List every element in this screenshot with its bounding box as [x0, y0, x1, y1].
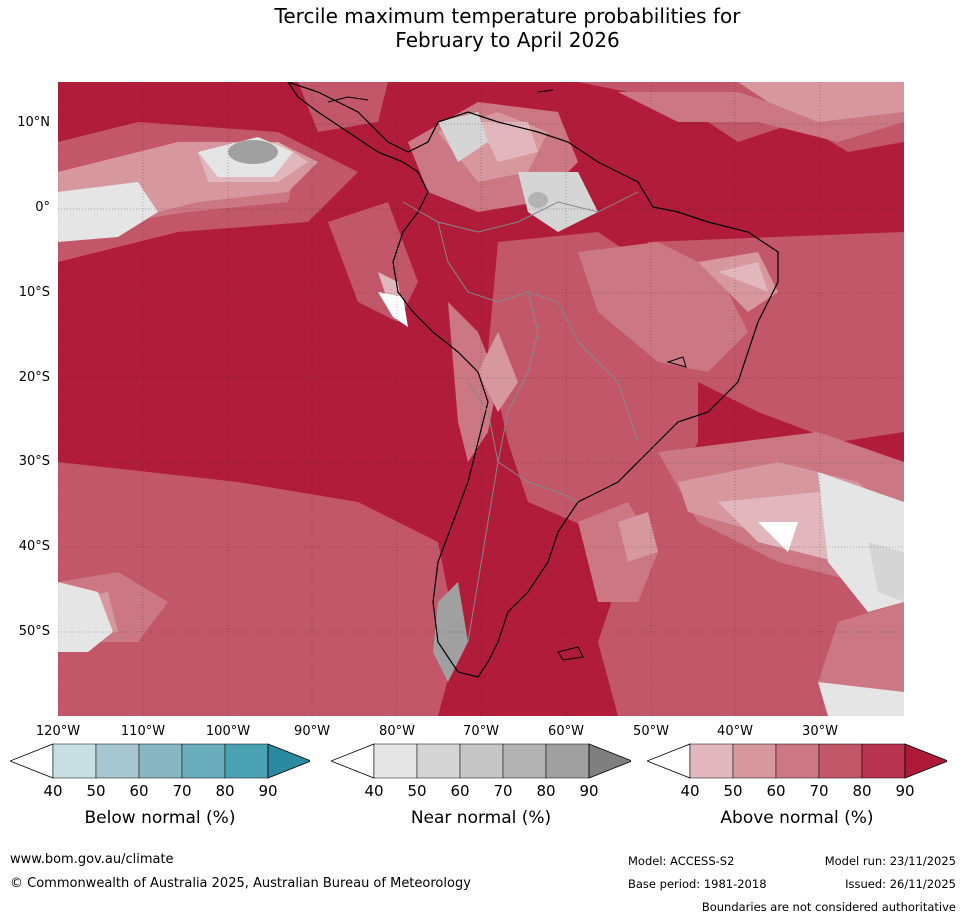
lat-label-0: 0° [35, 200, 50, 215]
colorbar-below-title: Below normal (%) [84, 808, 236, 828]
title-line-2: February to April 2026 [395, 28, 620, 52]
colorbar-extend-high [588, 743, 634, 779]
chart-title: Tercile maximum temperature probabilitie… [0, 4, 965, 52]
tick: 50 [723, 782, 743, 800]
colorbar-extend-low [8, 743, 54, 779]
colorbar-segment [181, 743, 226, 779]
country-borders [402, 191, 639, 643]
lon-label-50w: 50°W [633, 724, 669, 739]
tick: 60 [450, 782, 470, 800]
footer-disclaimer: Boundaries are not considered authoritat… [701, 900, 956, 914]
colorbar-segment [775, 743, 820, 779]
colorbar-segment [373, 743, 418, 779]
lat-label-20s: 20°S [18, 370, 50, 385]
lat-label-10n: 10°N [17, 115, 50, 130]
tick: 80 [215, 782, 235, 800]
tick: 90 [258, 782, 278, 800]
colorbar-segment [224, 743, 269, 779]
colorbar-segment [459, 743, 504, 779]
colorbar-segment [861, 743, 906, 779]
colorbar-segment [416, 743, 461, 779]
colorbar-segment [732, 743, 777, 779]
footer-model: Model: ACCESS-S2 [628, 854, 735, 868]
lat-label-40s: 40°S [18, 539, 50, 554]
tick: 90 [895, 782, 915, 800]
colorbar-segment [95, 743, 140, 779]
lon-label-90w: 90°W [294, 724, 330, 739]
colorbar-below: 40 50 60 70 80 90 [8, 742, 313, 800]
colorbar-segment [818, 743, 863, 779]
colorbar-extend-low [645, 743, 691, 779]
tick: 50 [86, 782, 106, 800]
islands [327, 89, 687, 661]
footer-copyright: © Commonwealth of Australia 2025, Austra… [10, 876, 471, 891]
graticule [58, 82, 904, 716]
tick: 80 [852, 782, 872, 800]
tick: 60 [129, 782, 149, 800]
near-normal-zones [58, 112, 904, 716]
lon-label-100w: 100°W [205, 724, 251, 739]
colorbar-near: 40 50 60 70 80 90 [329, 742, 634, 800]
lon-label-30w: 30°W [802, 724, 838, 739]
footer-base-period: Base period: 1981-2018 [628, 877, 767, 891]
footer-website[interactable]: www.bom.gov.au/climate [10, 852, 174, 867]
lon-label-120w: 120°W [35, 724, 81, 739]
colorbar-segment [545, 743, 590, 779]
tick: 80 [536, 782, 556, 800]
tick: 40 [364, 782, 384, 800]
tick: 40 [43, 782, 63, 800]
lon-label-60w: 60°W [548, 724, 584, 739]
colorbar-segment [689, 743, 734, 779]
colorbar-near-svg [329, 743, 634, 779]
footer-issued: Issued: 26/11/2025 [845, 877, 956, 891]
tick: 70 [809, 782, 829, 800]
colorbar-above: 40 50 60 70 80 90 [645, 742, 950, 800]
colorbar-extend-low [329, 743, 375, 779]
colorbar-extend-high [904, 743, 950, 779]
lat-label-30s: 30°S [18, 454, 50, 469]
colorbar-near-title: Near normal (%) [410, 808, 552, 828]
tick: 90 [579, 782, 599, 800]
lon-label-80w: 80°W [379, 724, 415, 739]
probability-map [58, 82, 904, 716]
lon-label-40w: 40°W [717, 724, 753, 739]
tick: 60 [766, 782, 786, 800]
colorbar-above-title: Above normal (%) [720, 808, 874, 828]
tick: 70 [493, 782, 513, 800]
lon-label-70w: 70°W [463, 724, 499, 739]
lon-label-110w: 110°W [120, 724, 166, 739]
colorbar-below-svg [8, 743, 313, 779]
colorbar-extend-high [267, 743, 313, 779]
colorbar-segment [502, 743, 547, 779]
colorbar-segment [52, 743, 97, 779]
tick: 50 [407, 782, 427, 800]
footer-model-run: Model run: 23/11/2025 [824, 854, 956, 868]
colorbar-segment [138, 743, 183, 779]
title-line-1: Tercile maximum temperature probabilitie… [274, 4, 741, 28]
colorbar-above-svg [645, 743, 950, 779]
tick: 70 [172, 782, 192, 800]
lat-label-50s: 50°S [18, 624, 50, 639]
tick: 40 [680, 782, 700, 800]
lat-label-10s: 10°S [18, 285, 50, 300]
coastline-south-america [287, 82, 779, 678]
map-svg [58, 82, 904, 716]
